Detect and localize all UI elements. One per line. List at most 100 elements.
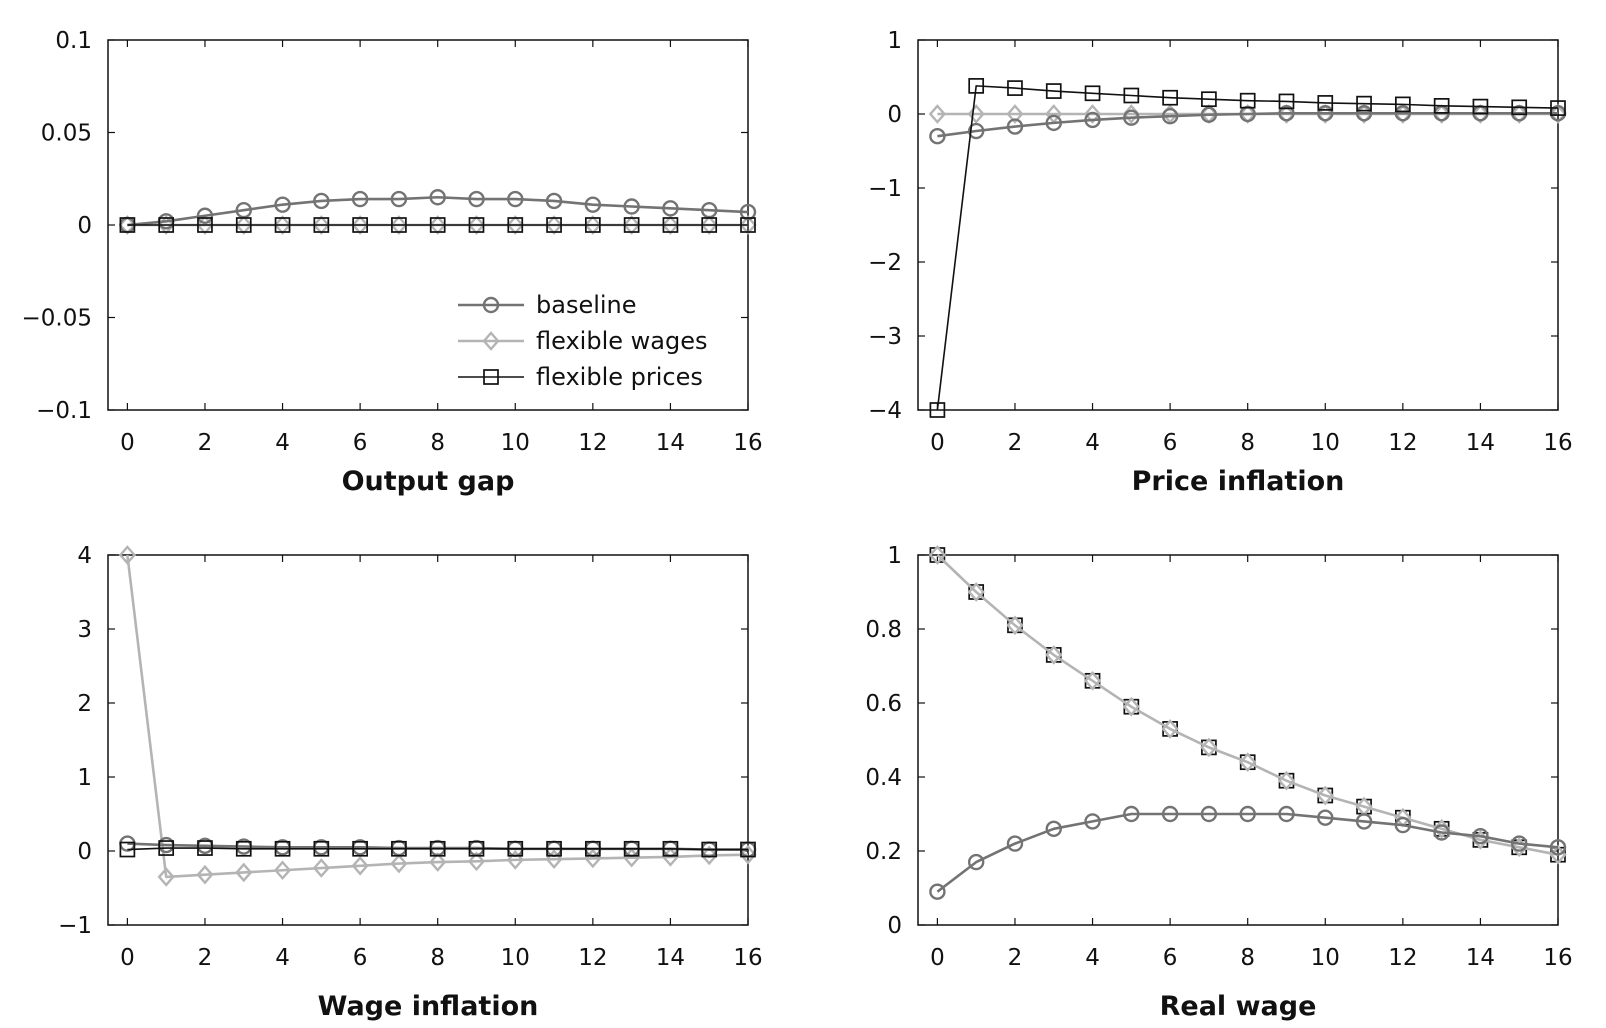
y-tick-label: 0.05 <box>41 121 92 147</box>
plot-frame <box>917 39 1559 411</box>
data-point <box>1045 645 1063 665</box>
series-flex-wages <box>928 545 1567 865</box>
data-point <box>740 841 756 858</box>
data-point <box>1239 752 1257 773</box>
data-point <box>273 860 292 881</box>
data-point <box>1549 839 1567 856</box>
series-flex-prices <box>929 78 1566 418</box>
data-point <box>1278 805 1295 823</box>
data-point <box>157 867 175 887</box>
x-tick-label: 0 <box>120 945 135 971</box>
data-point <box>1123 805 1140 823</box>
data-point <box>1471 104 1490 124</box>
data-point <box>1277 104 1296 124</box>
y-tick-label: 1 <box>887 28 902 54</box>
y-tick-label: 1 <box>77 765 92 791</box>
data-point <box>1201 91 1217 108</box>
data-point <box>1083 670 1102 691</box>
data-point <box>1162 89 1178 106</box>
data-point <box>1123 87 1140 104</box>
x-tick-label: 14 <box>656 945 685 971</box>
x-tick-label: 12 <box>1388 945 1417 971</box>
x-tick-label: 16 <box>733 945 762 971</box>
data-point <box>391 840 407 857</box>
data-point <box>312 858 330 878</box>
data-point <box>1006 835 1024 852</box>
data-point <box>623 215 641 235</box>
data-point <box>506 850 524 870</box>
y-tick-label: 1 <box>887 543 902 569</box>
y-tick-label: −1 <box>868 176 902 202</box>
x-tick-label: 8 <box>430 945 445 971</box>
data-point <box>1394 816 1412 834</box>
data-point <box>1045 83 1062 99</box>
data-point <box>196 864 214 885</box>
data-point <box>967 582 985 602</box>
plot-frame <box>917 554 1559 926</box>
data-point <box>662 200 679 217</box>
data-point <box>1394 105 1412 122</box>
data-point <box>274 196 291 213</box>
data-point <box>1472 828 1489 845</box>
data-point <box>352 840 368 857</box>
legend-label: flexible wages <box>536 327 707 355</box>
panel-real-wage: 0 2 4 6 8 10 12 14 16 1 0.8 0.6 0.4 0.2 0 Real wage <box>865 543 1572 1022</box>
data-point <box>1122 696 1140 717</box>
series-flex-wages <box>118 545 757 887</box>
series-baseline <box>119 189 757 234</box>
data-point <box>967 104 985 124</box>
data-point <box>1433 824 1450 841</box>
x-tick-label: 6 <box>353 945 368 971</box>
data-point <box>1511 835 1528 852</box>
data-point <box>1006 615 1024 636</box>
data-point <box>1200 805 1218 823</box>
data-point <box>584 196 602 213</box>
data-point <box>351 855 369 876</box>
data-point <box>1045 820 1062 837</box>
series-line <box>127 195 749 227</box>
data-point <box>1316 104 1334 124</box>
data-point <box>1007 80 1023 96</box>
data-point <box>929 883 946 900</box>
data-point <box>119 841 136 858</box>
x-tick-label: 4 <box>1085 945 1100 971</box>
data-point <box>467 851 486 872</box>
legend-marker <box>483 369 499 385</box>
x-tick-label: 2 <box>1008 430 1023 456</box>
x-tick-label: 6 <box>1163 945 1178 971</box>
x-tick-label: 6 <box>353 430 368 456</box>
y-tick-label: 0.4 <box>865 765 902 791</box>
data-point <box>1511 99 1528 116</box>
data-point <box>739 203 757 221</box>
data-point <box>312 215 330 235</box>
y-tick-label: −1 <box>58 913 92 939</box>
x-tick-label: 14 <box>1466 430 1495 456</box>
data-point <box>390 215 408 235</box>
data-point <box>968 78 985 94</box>
data-point <box>235 215 253 235</box>
y-tick-label: 4 <box>77 543 92 569</box>
data-point <box>623 198 640 215</box>
y-tick-label: −4 <box>868 398 902 424</box>
data-point <box>235 217 252 233</box>
data-point <box>429 840 446 857</box>
legend-label: baseline <box>536 291 637 319</box>
data-point <box>468 840 485 857</box>
data-point <box>429 189 446 206</box>
data-point <box>390 853 408 874</box>
legend: baseline flexible wages flexible prices <box>458 291 707 391</box>
data-point <box>1161 805 1179 823</box>
data-point <box>1083 104 1102 124</box>
data-point <box>928 104 946 124</box>
data-point <box>967 853 985 871</box>
data-point <box>273 215 292 235</box>
y-tick-label: −0.1 <box>36 398 92 424</box>
data-point <box>1006 104 1024 124</box>
data-point <box>700 845 718 866</box>
data-point <box>1549 104 1567 124</box>
y-tick-label: 0.1 <box>55 28 92 54</box>
data-point <box>507 217 524 233</box>
x-tick-label: 2 <box>1008 945 1023 971</box>
